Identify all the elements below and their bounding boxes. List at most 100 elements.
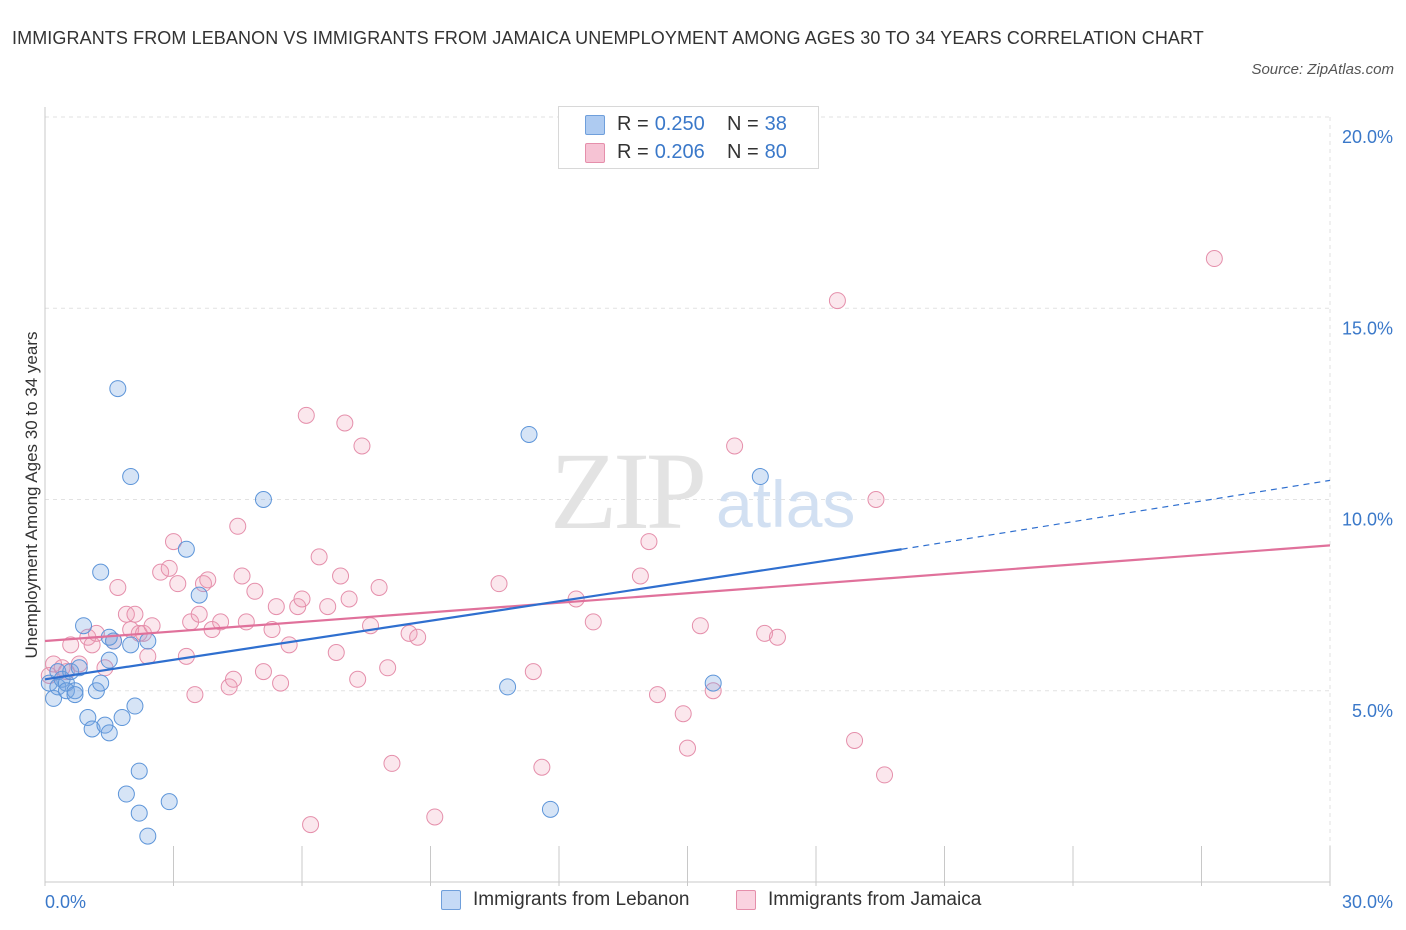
jamaica-point [649,686,667,704]
trend-lines [44,479,1331,681]
jamaica-point [383,754,401,772]
jamaica-point [319,598,337,616]
lebanon-point [190,586,208,604]
jamaica-point [62,636,80,654]
legend-r-label: R = [617,113,649,135]
jamaica-point [186,686,204,704]
jamaica-point [336,414,354,432]
jamaica-point [199,571,217,589]
jamaica-point [349,670,367,688]
lebanon-point [177,540,195,558]
jamaica-point [246,582,264,600]
jamaica-point [370,578,388,596]
jamaica-point [289,598,307,616]
jamaica-point [220,678,238,696]
jamaica-point [254,663,272,681]
lebanon-point [57,682,75,700]
jamaica-point [1205,250,1223,268]
jamaica-point [45,655,63,673]
lebanon-point [499,678,517,696]
jamaica-point [524,663,542,681]
jamaica-point [263,621,281,639]
jamaica-point [828,292,846,310]
lebanon-point [49,678,67,696]
legend-row-lebanon: R = 0.250 N = 38 [585,113,787,137]
jamaica-point [169,575,187,593]
jamaica-point [726,437,744,455]
jamaica-point [768,628,786,646]
legend-row-jamaica: R = 0.206 N = 80 [585,141,787,165]
trend-line-lebanon-extension [901,479,1331,550]
lebanon-point [130,804,148,822]
chart-source: Source: ZipAtlas.com [1251,61,1394,78]
jamaica-point [152,563,170,581]
jamaica-point [229,517,247,535]
legend-swatch-jamaica [585,142,605,163]
legend-r-value: 0.250 [654,113,705,135]
lebanon-point [100,724,118,742]
lebanon-point [92,674,110,692]
lebanon-point [117,785,135,803]
y-axis-label: Unemployment Among Ages 30 to 34 years [22,331,41,659]
lebanon-point [70,659,88,677]
legend-n-label: N = [726,113,759,135]
lebanon-point [139,632,157,650]
jamaica-point [640,533,658,551]
lebanon-point [75,617,93,635]
stats-legend: R = 0.250 N = 38 R = 0.206 N = 80 [558,106,819,169]
lebanon-point [45,689,63,707]
lebanon-point [100,651,118,669]
lebanon-point [66,686,84,704]
trend-line-lebanon [44,548,902,681]
legend-n-value: 80 [764,141,787,163]
series-jamaica-points [40,250,1223,834]
lebanon-point [126,697,144,715]
axes [44,107,1331,886]
bottom-legend-jamaica: Immigrants from Jamaica [736,889,981,911]
watermark-zip: ZIP [550,430,703,552]
lebanon-point [83,720,101,738]
jamaica-point [233,567,251,585]
jamaica-point [691,617,709,635]
lebanon-point [704,674,722,692]
bottom-legend-swatch-jamaica [736,889,756,910]
lebanon-point [96,716,114,734]
jamaica-point [297,406,315,424]
watermark: ZIP atlas [550,430,855,552]
jamaica-point [332,567,350,585]
jamaica-point [756,624,774,642]
lebanon-point [87,682,105,700]
lebanon-point [109,380,127,398]
y-tick-label: 10.0% [1342,510,1393,530]
jamaica-point [310,548,328,566]
trend-line-jamaica [44,544,1331,643]
lebanon-point [160,793,178,811]
lebanon-point [254,491,272,508]
legend-n-value: 38 [764,113,787,135]
jamaica-point [400,624,418,642]
x-tick-label: 0.0% [45,892,86,912]
jamaica-point [533,758,551,776]
bottom-legend-label-lebanon: Immigrants from Lebanon [473,889,690,910]
jamaica-point [846,731,864,749]
jamaica-point [379,659,397,677]
lebanon-point [541,800,559,818]
jamaica-point [674,705,692,723]
legend-r-value: 0.206 [654,141,705,163]
jamaica-point [280,636,298,654]
lebanon-point [139,827,157,845]
jamaica-point [293,590,311,608]
jamaica-point [867,491,885,508]
jamaica-point [212,613,230,631]
jamaica-point [126,605,144,623]
jamaica-point [631,567,649,585]
lebanon-point [92,563,110,581]
jamaica-point [679,739,696,757]
chart-title: IMMIGRANTS FROM LEBANON VS IMMIGRANTS FR… [12,28,1204,48]
lebanon-point [113,709,131,727]
jamaica-point [490,575,508,593]
jamaica-point [267,598,285,616]
jamaica-point [340,590,358,608]
lebanon-point [122,468,140,486]
